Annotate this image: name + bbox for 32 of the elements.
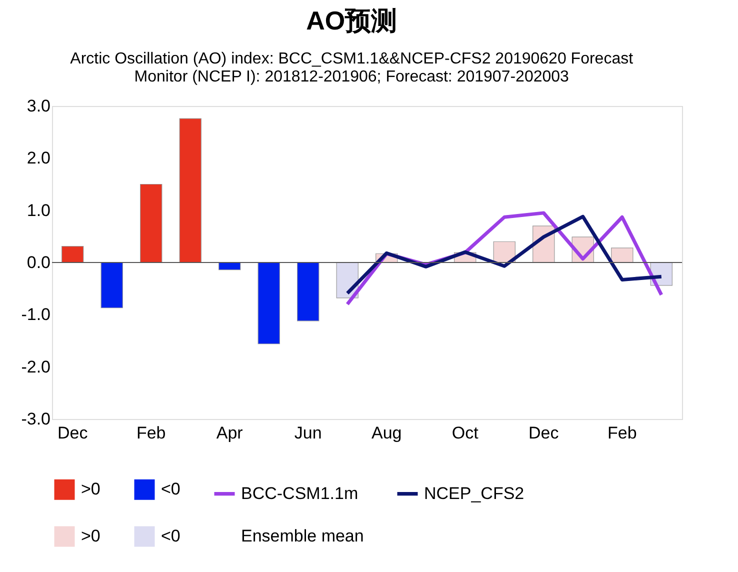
legend-label: NCEP_CFS2 (424, 484, 524, 503)
y-tick-label: -2.0 (21, 357, 50, 376)
legend-label: <0 (161, 480, 180, 499)
x-tick-label: Oct (452, 424, 479, 442)
bar (100, 262, 123, 308)
x-tick-label: Aug (372, 424, 402, 442)
y-tick-label: 3.0 (26, 96, 50, 116)
y-tick-label: 0.0 (26, 253, 50, 272)
legend-label: >0 (81, 480, 100, 499)
x-tick-label: Dec (528, 424, 560, 442)
x-tick-label: Dec (57, 424, 88, 442)
legend-label: BCC-CSM1.1m (241, 484, 358, 503)
y-tick-label: -1.0 (21, 305, 50, 324)
bar (611, 248, 634, 263)
x-tick-label: Jun (294, 424, 322, 442)
x-tick-label: Feb (136, 424, 166, 442)
bar (297, 262, 320, 322)
text: Ensemble mean (241, 526, 364, 546)
legend-label: >0 (81, 526, 100, 546)
chart-title: AO预测 (306, 6, 398, 36)
y-tick-label: -3.0 (21, 410, 50, 428)
text: Monitor (NCEP I): 201812-201906; Forecast: 201907-202003 (134, 68, 569, 86)
y-tick-label: 1.0 (26, 200, 50, 220)
x-tick-label: Apr (216, 424, 244, 442)
legend-label: <0 (161, 526, 180, 546)
bar (62, 246, 84, 263)
bar (258, 262, 280, 344)
x-tick-label: Feb (607, 424, 637, 442)
bar (140, 184, 162, 263)
text: Arctic Oscillation (AO) index: BCC_CSM1.1&&NCEP-CFS2 20190620 Forecast (70, 50, 634, 68)
y-tick-label: 2.0 (26, 148, 50, 168)
bar (179, 118, 202, 263)
